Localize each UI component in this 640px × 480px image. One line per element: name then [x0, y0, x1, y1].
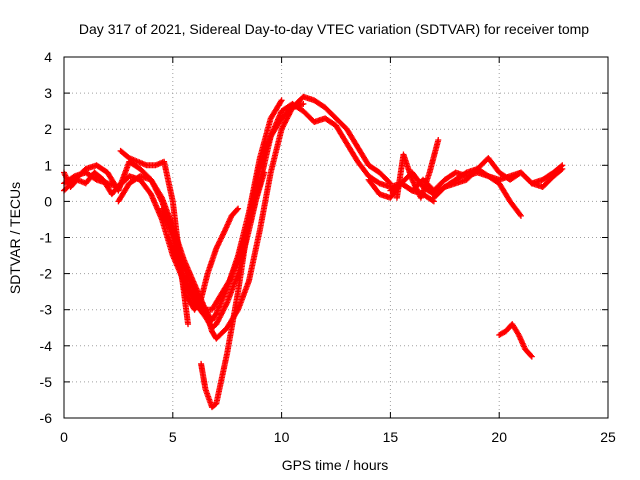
x-tick-label: 25: [600, 429, 616, 445]
data-point: [527, 352, 534, 359]
grid-lines: [64, 57, 608, 418]
data-point: [235, 205, 242, 212]
x-axis-label: GPS time / hours: [282, 457, 389, 473]
x-tick-label: 10: [274, 429, 290, 445]
data-point: [528, 353, 535, 360]
y-axis-label: SDTVAR / TECUs: [7, 182, 23, 294]
x-tick-label: 15: [383, 429, 399, 445]
x-tick-label: 0: [60, 429, 68, 445]
y-tick-label: -3: [40, 302, 53, 318]
data-point: [517, 211, 524, 218]
series-track-6: [165, 169, 268, 313]
y-tick-label: -5: [40, 374, 53, 390]
data-point: [158, 193, 165, 200]
data-point: [559, 162, 566, 169]
data-point: [429, 197, 436, 204]
data-points: [61, 93, 566, 411]
data-point: [116, 181, 123, 188]
x-tick-label: 5: [169, 429, 177, 445]
y-tick-label: 4: [44, 49, 52, 65]
y-tick-label: -4: [40, 338, 53, 354]
y-tick-label: -6: [40, 410, 53, 426]
data-point: [117, 180, 124, 187]
y-tick-label: 2: [44, 121, 52, 137]
data-point: [261, 169, 268, 176]
y-tick-label: -1: [40, 230, 53, 246]
x-tick-label: 20: [491, 429, 507, 445]
series-track-3: [115, 97, 285, 324]
data-point: [185, 321, 192, 328]
data-point: [517, 212, 524, 219]
data-point: [558, 163, 565, 170]
data-point: [300, 100, 307, 107]
data-point: [387, 180, 394, 187]
data-point: [435, 137, 442, 144]
series-track-10: [393, 137, 442, 201]
y-tick-label: 1: [44, 157, 52, 173]
data-point: [386, 179, 393, 186]
y-tick-label: 0: [44, 193, 52, 209]
series-track-12: [496, 321, 535, 360]
data-point: [278, 97, 285, 104]
chart-title: Day 317 of 2021, Sidereal Day-to-day VTE…: [79, 21, 589, 37]
data-point: [277, 98, 284, 105]
y-tick-label: -2: [40, 266, 53, 282]
series-track-11: [430, 155, 566, 201]
axes: 0 5 10 15 20 25 -6 -5 -4 -3 -2 -1 0 1 2 3 4: [40, 49, 616, 445]
data-point: [234, 206, 241, 213]
series-track-7: [117, 147, 192, 328]
series-track-13: [61, 169, 124, 198]
y-tick-label: 3: [44, 85, 52, 101]
